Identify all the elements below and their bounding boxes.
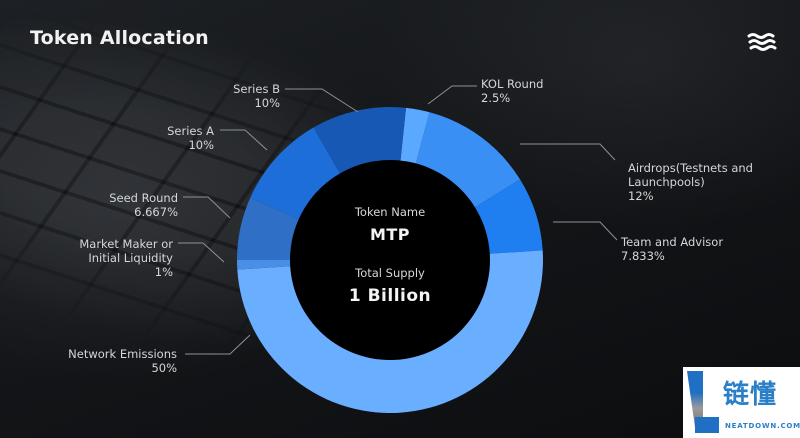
label-name: Airdrops(Testnets and xyxy=(628,161,753,175)
label-name: Network Emissions xyxy=(68,347,177,361)
donut-center: Token Name MTP Total Supply 1 Billion xyxy=(330,205,450,306)
leader-line-airdrops xyxy=(520,143,616,161)
token-name-value: MTP xyxy=(369,225,411,244)
label-pct: 6.667% xyxy=(134,205,178,219)
label-name: Seed Round xyxy=(109,191,178,205)
leader-line-network-emissions xyxy=(185,334,251,355)
label-market-maker: Market Maker or Initial Liquidity 1% xyxy=(60,237,173,279)
label-name: Market Maker or xyxy=(79,237,173,251)
watermark-chinese-text: 链懂 xyxy=(723,380,778,410)
watermark-logo: 链懂 NEATDOWN.COM xyxy=(683,367,800,438)
leader-line-seed-round xyxy=(183,196,231,219)
label-series-b: Series B 10% xyxy=(230,82,280,110)
leader-line-series-b xyxy=(285,88,359,113)
label-name: Team and Advisor xyxy=(621,235,724,249)
watermark-l-foot xyxy=(695,417,719,433)
label-kol-round: KOL Round 2.5% xyxy=(481,77,543,105)
label-network-emissions: Network Emissions 50% xyxy=(55,347,177,375)
label-name: Series A xyxy=(167,124,214,138)
label-pct: 10% xyxy=(188,138,214,152)
label-seed-round: Seed Round 6.667% xyxy=(90,191,178,219)
label-name: Series B xyxy=(233,82,280,96)
label-pct: 10% xyxy=(254,96,280,110)
total-supply-label: Total Supply xyxy=(355,266,425,280)
label-airdrops: Airdrops(Testnets and Launchpools) 12% xyxy=(628,161,753,203)
leader-line-series-a xyxy=(220,129,268,151)
label-pct: 12% xyxy=(628,189,654,203)
donut-hole xyxy=(290,160,490,360)
label-pct: 2.5% xyxy=(481,91,511,105)
page-title: Token Allocation xyxy=(30,27,209,49)
label-pct: 1% xyxy=(154,265,173,279)
label-pct: 7.833% xyxy=(621,249,665,263)
token-name-label: Token Name xyxy=(354,205,426,219)
label-series-a: Series A 10% xyxy=(150,124,214,152)
leader-line-kol-round xyxy=(427,85,477,105)
watermark-domain: NEATDOWN.COM xyxy=(725,422,800,430)
label-name-cont: Launchpools) xyxy=(628,175,705,189)
label-name-cont: Initial Liquidity xyxy=(88,251,173,265)
leader-line-team-advisor xyxy=(553,221,618,241)
total-supply-value: 1 Billion xyxy=(348,286,432,306)
wave-lines-icon xyxy=(747,33,777,51)
label-pct: 50% xyxy=(151,361,177,375)
leader-line-market-maker xyxy=(178,242,225,263)
label-team-advisor: Team and Advisor 7.833% xyxy=(621,235,723,263)
label-name: KOL Round xyxy=(481,77,544,91)
leader-lines xyxy=(178,85,618,355)
